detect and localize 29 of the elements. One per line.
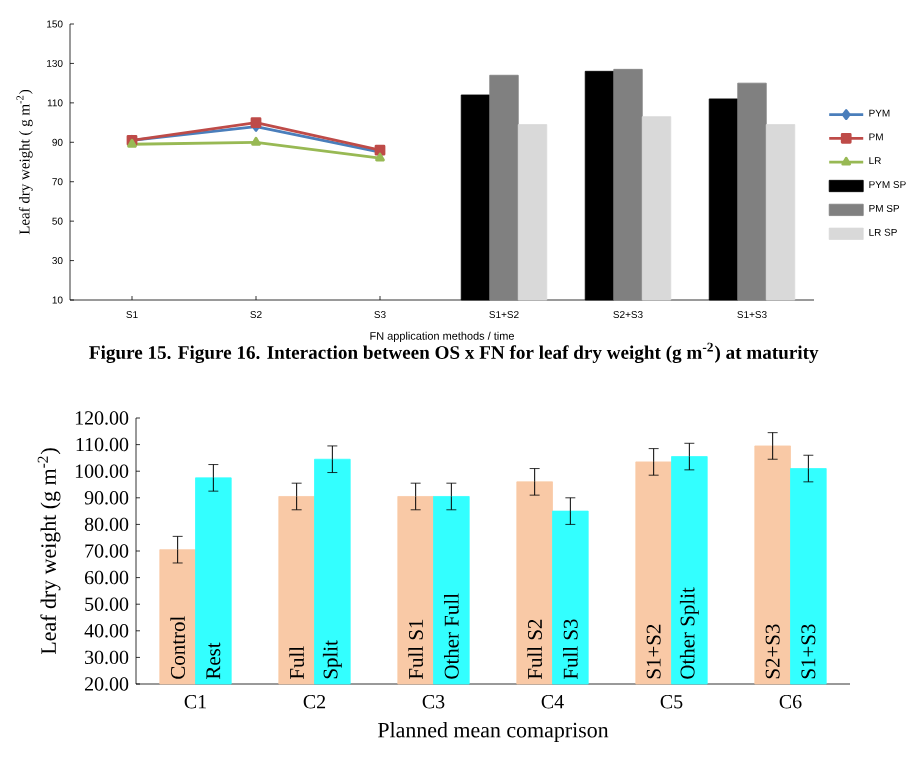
chart-title: Figure 15. Figure 16. Interaction between OS x FN for leaf dry weight (g m$^{-2}$) at maturity: [89, 342, 819, 364]
y-tick-label: 110.00: [76, 437, 129, 452]
data-label: Full S1: [408, 619, 424, 680]
y-tick-label: 60.00: [84, 570, 129, 585]
y-tick-label: 30.00: [85, 650, 129, 665]
y-tick-label: 40.00: [84, 624, 129, 638]
y-tick-label: 20.00: [85, 677, 129, 691]
data-label: Full S3: [563, 619, 578, 680]
y-axis-title: Leaf dry weight (g m$^{-2}$): [37, 448, 61, 655]
x-tick-label: C3: [422, 695, 445, 709]
data-label: Full S2: [527, 619, 543, 680]
y-tick-label: 50.00: [85, 597, 129, 611]
data-label: Control: [170, 616, 186, 679]
x-tick-label: C5: [660, 695, 683, 709]
data-label: Other Split: [679, 587, 699, 679]
data-label: Full: [289, 646, 305, 680]
y-tick-label: 70.00: [85, 544, 129, 558]
x-tick-label: C4: [541, 695, 564, 709]
y-tick-label: 100.00: [75, 464, 129, 478]
x-tick-label: C6: [779, 695, 802, 709]
y-tick-label: 120.00: [75, 411, 129, 425]
x-tick-label: C1: [184, 695, 206, 709]
y-tick-label: 90.00: [84, 491, 129, 505]
data-label: Other Full: [444, 593, 459, 679]
y-tick-label: 80.00: [84, 517, 129, 532]
x-axis-title: Planned mean comaprison: [377, 722, 609, 742]
data-label: Rest: [206, 642, 221, 680]
data-label: Split: [322, 640, 342, 679]
x-tick-label: C2: [303, 695, 326, 709]
